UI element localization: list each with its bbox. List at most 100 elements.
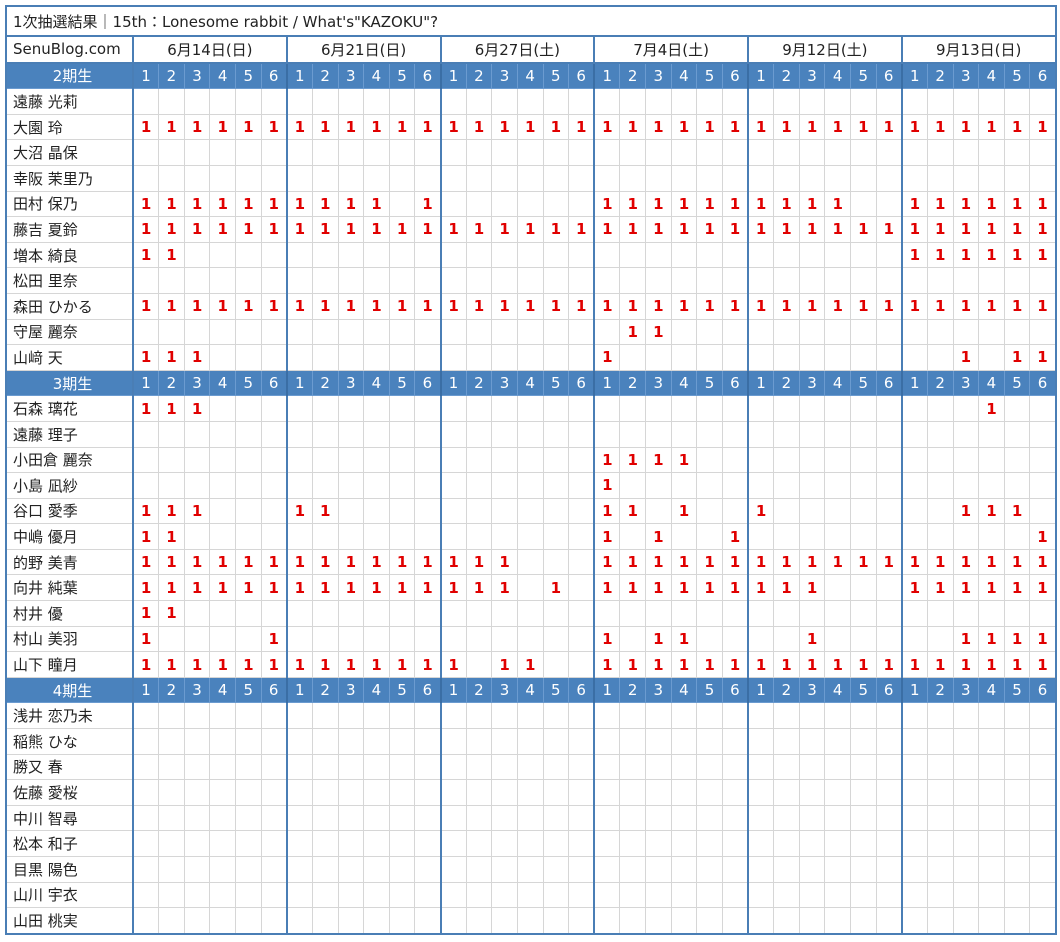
empty-cell (850, 804, 877, 832)
empty-cell (516, 164, 544, 192)
empty-cell (311, 625, 339, 653)
win-mark: 1 (1029, 216, 1057, 243)
empty-cell (132, 753, 160, 781)
win-mark: 1 (926, 574, 954, 602)
win-mark: 1 (158, 113, 185, 141)
empty-cell (721, 702, 749, 730)
slot-number: 3 (798, 369, 826, 397)
empty-cell (824, 446, 851, 474)
empty-cell (491, 420, 518, 448)
empty-cell (388, 753, 416, 781)
empty-cell (978, 472, 1005, 499)
empty-cell (1003, 753, 1031, 781)
empty-cell (1003, 856, 1031, 883)
empty-cell (568, 241, 595, 269)
empty-cell (952, 267, 980, 294)
win-mark: 1 (952, 190, 980, 218)
empty-cell (183, 318, 211, 346)
win-mark: 1 (798, 651, 826, 678)
win-mark: 1 (850, 113, 877, 141)
empty-cell (1003, 702, 1031, 730)
win-mark: 1 (952, 651, 980, 678)
empty-cell (491, 344, 518, 371)
empty-cell (645, 267, 672, 294)
empty-cell (798, 139, 826, 166)
win-mark: 1 (209, 190, 236, 218)
empty-cell (978, 830, 1005, 857)
win-mark: 1 (645, 216, 672, 243)
win-mark: 1 (260, 113, 288, 141)
empty-cell (824, 318, 851, 346)
empty-cell (875, 446, 903, 474)
empty-cell (721, 344, 749, 371)
slot-number: 6 (875, 676, 903, 704)
empty-cell (926, 830, 954, 857)
empty-cell (363, 753, 390, 781)
win-mark: 1 (773, 574, 800, 602)
empty-cell (516, 856, 544, 883)
empty-cell (260, 804, 288, 832)
empty-cell (721, 139, 749, 166)
empty-cell (568, 497, 595, 525)
empty-cell (285, 395, 313, 422)
empty-cell (260, 139, 288, 166)
empty-cell (183, 779, 211, 806)
empty-cell (235, 420, 262, 448)
empty-cell (952, 881, 980, 909)
empty-cell (311, 881, 339, 909)
empty-cell (465, 702, 493, 730)
empty-cell (1029, 779, 1057, 806)
empty-cell (132, 88, 160, 115)
member-row: 藤吉 夏鈴 1 1 1 1 1 1 1 1 1 1 1 1 1 1 1 1 1 1 1 1 1 1 1 1 1 1 1 1 1 1 1 1 1 1 1… (5, 216, 1057, 243)
slot-number: 6 (568, 62, 595, 90)
win-mark: 1 (747, 497, 775, 525)
slot-number: 6 (1029, 676, 1057, 704)
empty-cell (158, 779, 185, 806)
win-mark: 1 (1003, 216, 1031, 243)
member-row: 小田倉 麗奈 1 1 1 1 (5, 446, 1057, 474)
empty-cell (516, 548, 544, 576)
win-mark: 1 (132, 241, 160, 269)
empty-cell (952, 88, 980, 115)
win-mark: 1 (542, 292, 570, 320)
empty-cell (593, 600, 621, 627)
empty-cell (670, 88, 698, 115)
empty-cell (158, 472, 185, 499)
slot-number: 6 (875, 369, 903, 397)
empty-cell (183, 728, 211, 755)
win-mark: 1 (670, 216, 698, 243)
empty-cell (850, 190, 877, 218)
empty-cell (542, 420, 570, 448)
win-mark: 1 (363, 113, 390, 141)
empty-cell (593, 907, 621, 935)
empty-cell (568, 651, 595, 678)
empty-cell (773, 881, 800, 909)
win-mark: 1 (926, 190, 954, 218)
empty-cell (311, 907, 339, 935)
member-name: 稲熊 ひな (5, 728, 134, 755)
empty-cell (183, 472, 211, 499)
win-mark: 1 (798, 292, 826, 320)
empty-cell (235, 907, 262, 935)
date-header: 9月13日(日) (900, 35, 1057, 64)
win-mark: 1 (132, 216, 160, 243)
empty-cell (850, 728, 877, 755)
win-mark: 1 (132, 190, 160, 218)
empty-cell (670, 907, 698, 935)
empty-cell (978, 267, 1005, 294)
empty-cell (337, 728, 365, 755)
empty-cell (978, 881, 1005, 909)
win-mark: 1 (132, 651, 160, 678)
slot-number: 5 (1003, 676, 1031, 704)
empty-cell (593, 804, 621, 832)
empty-cell (337, 88, 365, 115)
empty-cell (1029, 600, 1057, 627)
empty-cell (209, 856, 236, 883)
date-header: 7月4日(土) (593, 35, 749, 64)
empty-cell (926, 728, 954, 755)
win-mark: 1 (670, 190, 698, 218)
empty-cell (260, 856, 288, 883)
slot-number: 4 (978, 369, 1005, 397)
empty-cell (850, 446, 877, 474)
empty-cell (235, 139, 262, 166)
